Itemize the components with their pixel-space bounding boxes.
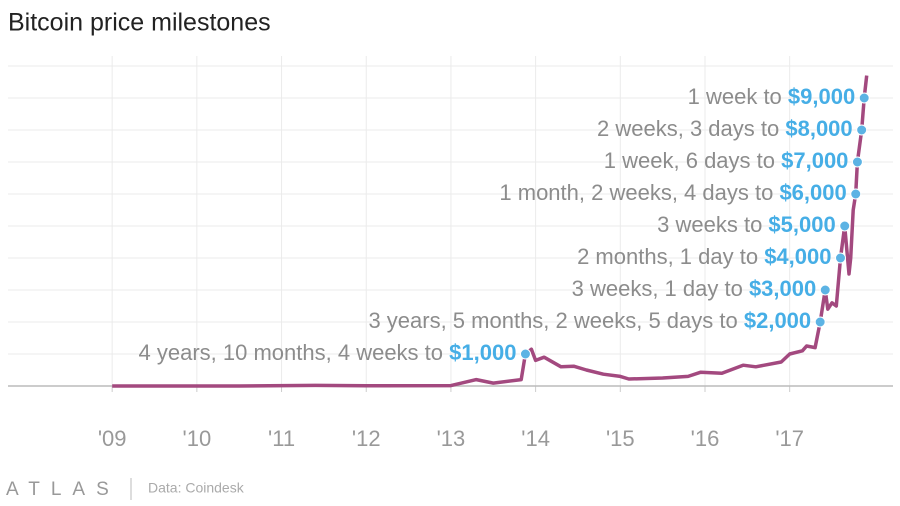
x-tick-label: '11 (268, 426, 295, 451)
milestone-dot (819, 284, 831, 296)
milestone-text: 1 month, 2 weeks, 4 days to (499, 180, 779, 205)
milestone-dot (839, 220, 851, 232)
milestone-label: 1 month, 2 weeks, 4 days to $6,000 (499, 180, 846, 205)
milestone-dot (850, 188, 862, 200)
milestone-dot (814, 316, 826, 328)
x-tick-label: '09 (98, 426, 127, 451)
x-tick-label: '16 (691, 426, 720, 451)
milestone-value: $3,000 (749, 276, 816, 301)
brand: ATLAS (6, 479, 120, 500)
milestone-text: 3 years, 5 months, 2 weeks, 5 days to (368, 308, 743, 333)
x-tick-label: '15 (606, 426, 635, 451)
milestone-dot (519, 348, 531, 360)
milestone-value: $8,000 (785, 116, 852, 141)
milestone-dot (856, 124, 868, 136)
x-tick-label: '17 (775, 426, 804, 451)
milestone-value: $1,000 (449, 340, 516, 365)
milestone-dot (834, 252, 846, 264)
milestone-label: 2 weeks, 3 days to $8,000 (597, 116, 853, 141)
milestone-label: 3 years, 5 months, 2 weeks, 5 days to $2… (368, 308, 811, 333)
milestone-value: $6,000 (779, 180, 846, 205)
price-line (112, 75, 869, 388)
chart-title: Bitcoin price milestones (8, 9, 271, 37)
milestone-text: 1 week, 6 days to (604, 148, 781, 173)
x-tick-label: '12 (352, 426, 381, 451)
milestone-text: 3 weeks to (657, 212, 768, 237)
milestone-label: 1 week to $9,000 (688, 84, 856, 109)
milestone-text: 4 years, 10 months, 4 weeks to (139, 340, 450, 365)
grid (8, 56, 893, 387)
milestone-label: 3 weeks to $5,000 (657, 212, 836, 237)
milestone-text: 2 months, 1 day to (577, 244, 764, 269)
milestone-value: $4,000 (764, 244, 831, 269)
source: Data: Coindesk (148, 480, 245, 496)
milestone-value: $9,000 (788, 84, 855, 109)
milestone-text: 1 week to (688, 84, 788, 109)
x-tick-label: '14 (521, 426, 550, 451)
milestone-dot (851, 156, 863, 168)
milestone-dot (858, 92, 870, 104)
milestone-value: $2,000 (744, 308, 811, 333)
milestone-label: 2 months, 1 day to $4,000 (577, 244, 831, 269)
x-tick-label: '13 (437, 426, 466, 451)
milestone-label: 1 week, 6 days to $7,000 (604, 148, 849, 173)
milestone-value: $5,000 (768, 212, 835, 237)
x-tick-label: '10 (183, 426, 212, 451)
milestone-label: 4 years, 10 months, 4 weeks to $1,000 (139, 340, 517, 365)
milestone-text: 3 weeks, 1 day to (572, 276, 749, 301)
milestone-value: $7,000 (781, 148, 848, 173)
milestone-label: 3 weeks, 1 day to $3,000 (572, 276, 817, 301)
milestone-text: 2 weeks, 3 days to (597, 116, 785, 141)
